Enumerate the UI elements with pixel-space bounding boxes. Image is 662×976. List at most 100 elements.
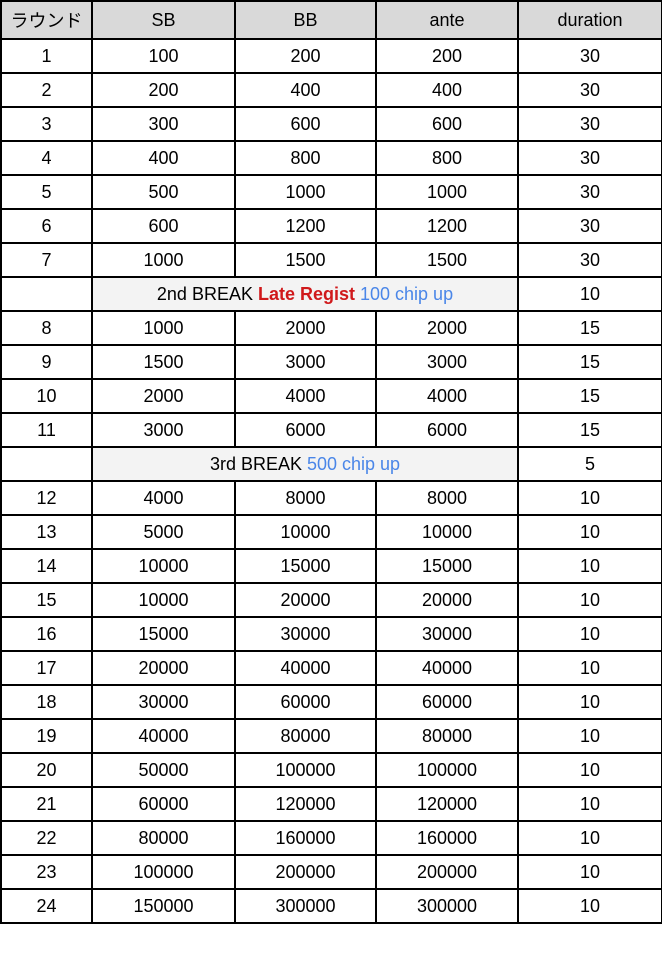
cell-bb: 400 xyxy=(234,72,377,108)
column-header: ラウンド xyxy=(0,0,93,40)
level-row: 24 150000 300000 300000 10 xyxy=(0,888,662,924)
cell-bb: 1500 xyxy=(234,242,377,278)
cell-duration: 10 xyxy=(517,548,662,584)
cell-duration: 5 xyxy=(517,446,662,482)
level-row: 20 50000 100000 100000 10 xyxy=(0,752,662,788)
level-row: 14 10000 15000 15000 10 xyxy=(0,548,662,584)
cell-round: 18 xyxy=(0,684,93,720)
level-row: 19 40000 80000 80000 10 xyxy=(0,718,662,754)
cell-round: 8 xyxy=(0,310,93,346)
cell-bb: 4000 xyxy=(234,378,377,414)
cell-ante: 300000 xyxy=(375,888,519,924)
cell-bb: 20000 xyxy=(234,582,377,618)
cell-sb: 80000 xyxy=(91,820,236,856)
cell-duration: 10 xyxy=(517,650,662,686)
cell-duration: 15 xyxy=(517,310,662,346)
cell-sb: 10000 xyxy=(91,582,236,618)
cell-duration: 30 xyxy=(517,106,662,142)
column-header: ante xyxy=(375,0,519,40)
cell-ante: 60000 xyxy=(375,684,519,720)
cell-round: 10 xyxy=(0,378,93,414)
cell-bb: 6000 xyxy=(234,412,377,448)
level-row: 10 2000 4000 4000 15 xyxy=(0,378,662,414)
cell-round: 9 xyxy=(0,344,93,380)
level-row: 12 4000 8000 8000 10 xyxy=(0,480,662,516)
cell-round: 17 xyxy=(0,650,93,686)
break-highlight: Late Regist xyxy=(257,283,355,304)
cell-ante: 8000 xyxy=(375,480,519,516)
level-row: 1 100 200 200 30 xyxy=(0,38,662,74)
cell-duration: 30 xyxy=(517,140,662,176)
level-row: 13 5000 10000 10000 10 xyxy=(0,514,662,550)
cell-sb: 60000 xyxy=(91,786,236,822)
cell-round: 3 xyxy=(0,106,93,142)
cell-sb: 100000 xyxy=(91,854,236,890)
cell-bb: 60000 xyxy=(234,684,377,720)
cell-bb: 300000 xyxy=(234,888,377,924)
cell-round: 6 xyxy=(0,208,93,244)
cell-sb: 50000 xyxy=(91,752,236,788)
cell-bb: 1000 xyxy=(234,174,377,210)
column-header: duration xyxy=(517,0,662,40)
cell-ante: 200 xyxy=(375,38,519,74)
cell-round: 13 xyxy=(0,514,93,550)
level-row: 22 80000 160000 160000 10 xyxy=(0,820,662,856)
cell-bb: 200 xyxy=(234,38,377,74)
cell-sb: 100 xyxy=(91,38,236,74)
cell-round: 24 xyxy=(0,888,93,924)
break-label: 2nd BREAK xyxy=(156,283,258,304)
cell-sb: 15000 xyxy=(91,616,236,652)
cell-round: 4 xyxy=(0,140,93,176)
cell-bb: 3000 xyxy=(234,344,377,380)
cell-bb: 2000 xyxy=(234,310,377,346)
level-row: 17 20000 40000 40000 10 xyxy=(0,650,662,686)
break-row: 3rd BREAK 500 chip up 5 xyxy=(0,446,662,482)
cell-duration: 10 xyxy=(517,616,662,652)
cell-sb: 5000 xyxy=(91,514,236,550)
level-row: 2 200 400 400 30 xyxy=(0,72,662,108)
break-note: 500 chip up xyxy=(306,453,401,474)
cell-bb: 100000 xyxy=(234,752,377,788)
cell-round: 2 xyxy=(0,72,93,108)
cell-ante: 6000 xyxy=(375,412,519,448)
cell-sb: 1000 xyxy=(91,310,236,346)
level-row: 16 15000 30000 30000 10 xyxy=(0,616,662,652)
cell-duration: 10 xyxy=(517,514,662,550)
cell-sb: 1500 xyxy=(91,344,236,380)
cell-duration: 15 xyxy=(517,378,662,414)
cell-sb: 300 xyxy=(91,106,236,142)
cell-round: 14 xyxy=(0,548,93,584)
break-label: 3rd BREAK 500 chip up xyxy=(91,446,519,482)
cell-round: 15 xyxy=(0,582,93,618)
cell-sb: 1000 xyxy=(91,242,236,278)
cell-bb: 1200 xyxy=(234,208,377,244)
level-row: 21 60000 120000 120000 10 xyxy=(0,786,662,822)
cell-sb: 200 xyxy=(91,72,236,108)
cell-sb: 600 xyxy=(91,208,236,244)
cell-duration: 10 xyxy=(517,752,662,788)
cell-bb: 800 xyxy=(234,140,377,176)
break-label: 2nd BREAK Late Regist 100 chip up xyxy=(91,276,519,312)
level-row: 15 10000 20000 20000 10 xyxy=(0,582,662,618)
cell-duration: 10 xyxy=(517,684,662,720)
cell-round: 19 xyxy=(0,718,93,754)
column-header: BB xyxy=(234,0,377,40)
cell-round: 12 xyxy=(0,480,93,516)
cell-round: 22 xyxy=(0,820,93,856)
cell-bb: 80000 xyxy=(234,718,377,754)
level-row: 18 30000 60000 60000 10 xyxy=(0,684,662,720)
cell-ante: 800 xyxy=(375,140,519,176)
cell-bb: 200000 xyxy=(234,854,377,890)
cell-ante: 30000 xyxy=(375,616,519,652)
cell-bb: 40000 xyxy=(234,650,377,686)
cell-ante: 1500 xyxy=(375,242,519,278)
cell-sb: 4000 xyxy=(91,480,236,516)
cell-ante: 3000 xyxy=(375,344,519,380)
cell-sb: 150000 xyxy=(91,888,236,924)
cell-duration: 15 xyxy=(517,344,662,380)
cell-duration: 10 xyxy=(517,888,662,924)
cell-ante: 600 xyxy=(375,106,519,142)
cell-duration: 30 xyxy=(517,174,662,210)
level-row: 3 300 600 600 30 xyxy=(0,106,662,142)
level-row: 8 1000 2000 2000 15 xyxy=(0,310,662,346)
